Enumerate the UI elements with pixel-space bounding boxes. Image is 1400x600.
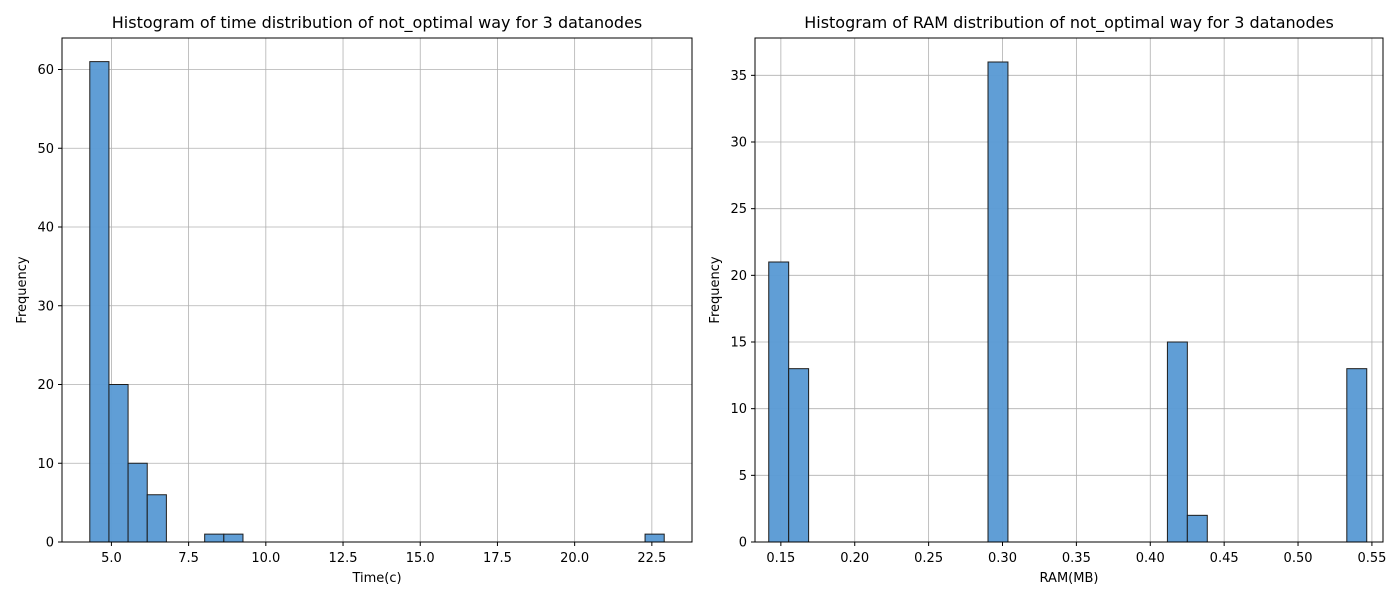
time-y-tick-label: 30: [37, 299, 54, 314]
time-histogram-bar: [223, 533, 244, 543]
time-axes-frame: [61, 37, 693, 543]
ram-y-tick-label: 25: [730, 202, 747, 217]
time-histogram-title: Histogram of time distribution of not_op…: [112, 13, 643, 33]
ram-y-tick-label: 0: [739, 536, 747, 551]
ram-x-tick-label: 0.40: [1136, 551, 1165, 566]
ram-histogram-title: Histogram of RAM distribution of not_opt…: [804, 13, 1334, 33]
time-histogram-y-axis-label: Frequency: [15, 256, 30, 323]
time-x-tick-label: 22.5: [637, 551, 666, 566]
time-histogram-x-axis-label: Time(c): [351, 571, 401, 586]
time-x-tick-label: 5.0: [101, 551, 122, 566]
ram-y-tick-label: 20: [730, 269, 747, 284]
ram-x-tick-label: 0.15: [766, 551, 795, 566]
time-x-tick-label: 17.5: [483, 551, 512, 566]
ram-histogram-bar: [1186, 514, 1208, 543]
ram-x-tick-label: 0.55: [1357, 551, 1386, 566]
time-y-tick-label: 0: [46, 536, 54, 551]
ram-x-tick-label: 0.50: [1284, 551, 1313, 566]
ram-x-tick-label: 0.45: [1210, 551, 1239, 566]
ram-y-tick-label: 30: [730, 136, 747, 151]
ram-x-tick-label: 0.20: [840, 551, 869, 566]
time-y-tick-label: 60: [37, 63, 54, 78]
ram-y-tick-label: 5: [739, 469, 747, 484]
time-histogram-bar: [146, 494, 167, 543]
ram-x-tick-label: 0.25: [914, 551, 943, 566]
time-histogram-plot-area: 5.0 7.5 10.0 12.5 15.0 17.5 20.0 22.5 0 10 20 30 40 5…: [37, 37, 693, 566]
ram-histogram-plot-area: 0.15 0.20 0.25 0.30 0.35 0.40 0.45 0.50 0.55 0 5 10…: [730, 37, 1386, 566]
ram-histogram-bar: [987, 61, 1009, 543]
time-histogram-bar: [204, 533, 225, 543]
ram-histogram-panel: Histogram of RAM distribution of not_opt…: [708, 13, 1386, 586]
ram-y-tick-label: 15: [730, 336, 747, 351]
time-x-tick-label: 12.5: [329, 551, 358, 566]
ram-histogram-y-axis-label: Frequency: [708, 256, 723, 323]
time-y-tick-label: 10: [37, 457, 54, 472]
time-histogram-bar: [127, 462, 148, 543]
time-x-tick-label: 15.0: [406, 551, 435, 566]
time-y-tick-label: 40: [37, 221, 54, 236]
ram-histogram-bar: [1346, 368, 1368, 543]
ram-x-tick-label: 0.30: [988, 551, 1017, 566]
time-histogram-panel: Histogram of time distribution of not_op…: [15, 13, 693, 586]
time-x-tick-label: 20.0: [560, 551, 589, 566]
ram-y-tick-label: 35: [730, 69, 747, 84]
time-x-tick-label: 7.5: [178, 551, 199, 566]
time-y-tick-label: 50: [37, 142, 54, 157]
time-x-tick-label: 10.0: [251, 551, 280, 566]
time-histogram-bar: [108, 384, 129, 543]
ram-histogram-bar: [768, 261, 790, 543]
ram-y-tick-label: 10: [730, 402, 747, 417]
time-y-tick-label: 20: [37, 378, 54, 393]
ram-histogram-x-axis-label: RAM(MB): [1040, 571, 1099, 586]
time-histogram-bar: [644, 533, 665, 543]
ram-histogram-bar: [1166, 341, 1188, 543]
time-histogram-bar: [89, 61, 110, 543]
ram-axes-frame: [754, 37, 1384, 543]
ram-x-tick-label: 0.35: [1062, 551, 1091, 566]
ram-histogram-bar: [788, 368, 810, 543]
